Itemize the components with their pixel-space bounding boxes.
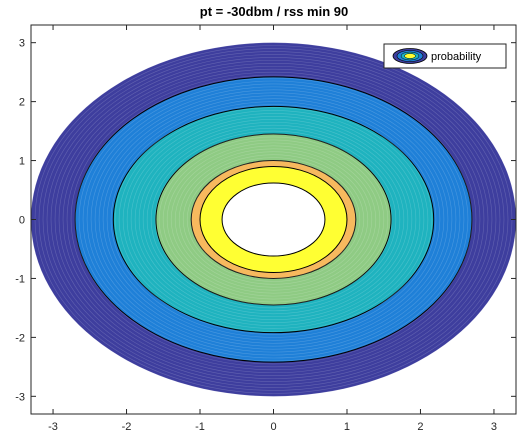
legend-swatch-icon: [392, 48, 428, 64]
x-tick-label: 2: [417, 421, 423, 433]
x-tick-label: 0: [270, 421, 276, 433]
x-tick-label: -2: [122, 421, 132, 433]
y-tick-label: 1: [19, 156, 25, 168]
y-tick-label: -3: [15, 391, 25, 403]
y-tick-label: -2: [15, 332, 25, 344]
x-tick-label: 1: [344, 421, 350, 433]
x-tick-label: -3: [48, 421, 58, 433]
y-tick-label: -1: [15, 273, 25, 285]
legend: probability: [383, 43, 507, 69]
legend-entry-label: probability: [431, 51, 482, 63]
x-axis: -3 -2 -1 0 1 2 3: [48, 25, 497, 433]
y-tick-label: 3: [19, 38, 25, 50]
axes-box: [30, 24, 517, 415]
x-tick-label: 3: [491, 421, 497, 433]
y-tick-label: 0: [19, 215, 25, 227]
y-tick-label: 2: [19, 97, 25, 109]
contour-band-7: [221, 182, 326, 257]
chart-title: pt = -30dbm / rss min 90: [200, 4, 348, 19]
plot-area: [30, 42, 517, 397]
y-axis: -3 -2 -1 0 1 2 3: [15, 38, 516, 403]
x-tick-label: -1: [195, 421, 205, 433]
